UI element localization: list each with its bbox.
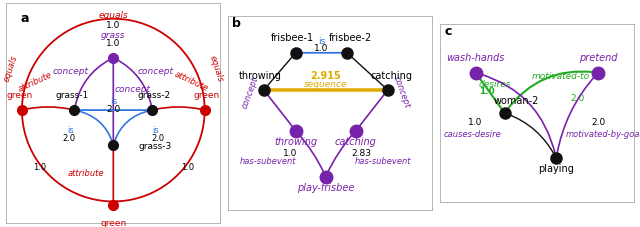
Text: 2.0: 2.0 [570,94,584,103]
Text: pretend: pretend [579,53,618,62]
Text: attribute: attribute [173,70,209,93]
Text: is: is [109,97,117,106]
Text: green: green [193,91,220,100]
Text: throwing: throwing [274,136,317,146]
Text: green: green [100,218,127,227]
Text: equals: equals [208,54,225,82]
Text: a: a [20,12,29,25]
Text: woman-2: woman-2 [493,95,539,105]
Text: frisbee-1: frisbee-1 [271,33,314,43]
Text: c: c [444,25,451,38]
Text: 2.0: 2.0 [106,105,120,114]
Text: 1.0: 1.0 [106,21,120,30]
Text: play-frisbee: play-frisbee [297,182,355,192]
Text: attribute: attribute [68,168,104,178]
Text: has-subevent: has-subevent [240,157,296,166]
Text: playing: playing [538,163,574,173]
Text: concept: concept [239,75,260,109]
Text: green: green [7,91,33,100]
Text: desires: desires [479,80,511,89]
Text: grass: grass [101,31,125,40]
Text: 1.0: 1.0 [468,118,483,127]
Text: 2.0: 2.0 [152,134,164,143]
Text: sequence: sequence [304,79,348,88]
Text: is: is [317,37,325,46]
Text: 1.0: 1.0 [33,162,46,171]
Text: 2.83: 2.83 [351,148,371,157]
Text: 1.0: 1.0 [479,86,495,95]
Text: motivated-to: motivated-to [532,71,590,80]
Text: equals: equals [2,54,19,82]
Text: grass-2: grass-2 [138,91,171,100]
Text: b: b [232,17,241,30]
Text: 1.0: 1.0 [314,44,328,53]
Text: catching: catching [335,136,377,146]
Text: grass-1: grass-1 [56,91,89,100]
Text: frisbee-2: frisbee-2 [329,33,372,43]
Text: concept: concept [392,75,412,109]
Text: 1.0: 1.0 [180,162,194,171]
Text: motivated-by-goal: motivated-by-goal [566,129,640,138]
Text: attribute: attribute [17,70,54,93]
Text: grass-3: grass-3 [139,141,172,150]
Text: equals: equals [99,11,128,20]
Text: concept: concept [52,67,88,76]
Text: 1.0: 1.0 [283,148,298,157]
Text: causes-desire: causes-desire [444,129,501,138]
Text: 2.915: 2.915 [310,70,341,80]
Text: 2.0: 2.0 [591,118,605,127]
Text: concept: concept [115,84,151,93]
Text: 1.0: 1.0 [106,39,120,48]
Text: 2.0: 2.0 [62,134,75,143]
Text: is: is [153,126,159,135]
Text: throwing: throwing [239,71,282,81]
Text: catching: catching [371,71,412,81]
Text: wash-hands: wash-hands [447,53,505,62]
Text: concept: concept [138,67,174,76]
Text: is: is [67,126,74,135]
Text: has-subevent: has-subevent [355,157,412,166]
